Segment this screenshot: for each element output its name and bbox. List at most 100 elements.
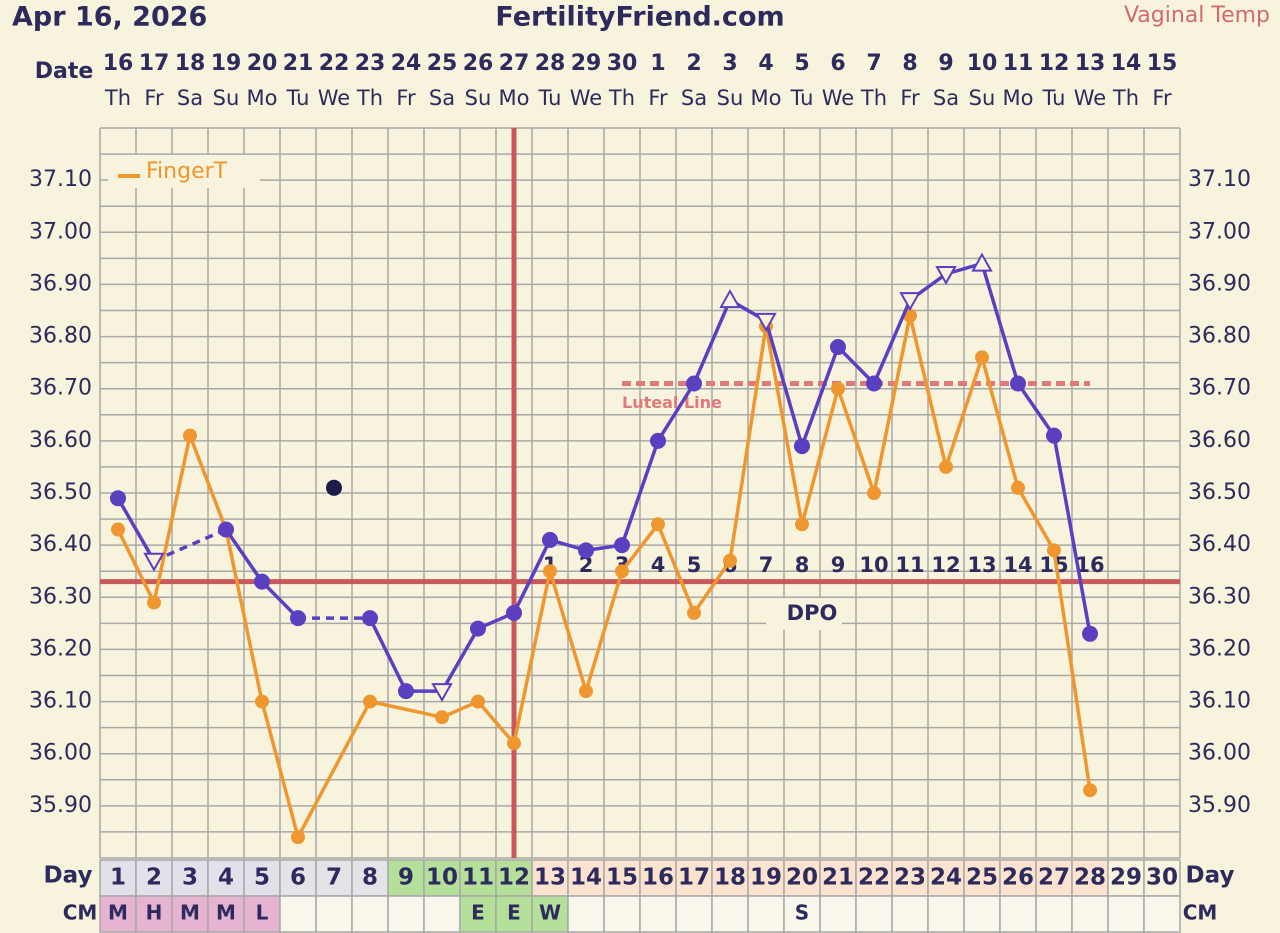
day-number: 12 bbox=[498, 865, 530, 891]
date-label: 22 bbox=[319, 51, 350, 76]
cm-cell bbox=[315, 895, 353, 933]
cm-value: E bbox=[471, 901, 485, 925]
chart-subtitle: Vaginal Temp bbox=[1124, 3, 1270, 28]
cm-cell bbox=[999, 895, 1037, 933]
series-segment bbox=[224, 528, 264, 583]
point bbox=[615, 564, 629, 579]
dpo-title: DPO bbox=[787, 601, 838, 625]
point bbox=[686, 375, 702, 392]
weekday-label: Th bbox=[356, 86, 383, 110]
day-number: 11 bbox=[462, 865, 494, 891]
day-cell bbox=[243, 859, 281, 897]
point bbox=[939, 459, 953, 474]
day-number: 7 bbox=[326, 865, 342, 891]
y-tick-label: 37.10 bbox=[29, 167, 92, 192]
point bbox=[830, 339, 846, 355]
weekday-label: We bbox=[318, 86, 350, 110]
series-segment bbox=[980, 356, 1020, 489]
point bbox=[1047, 543, 1061, 558]
cm-value: M bbox=[108, 901, 128, 925]
dpo-label: 10 bbox=[859, 553, 888, 577]
day-cell bbox=[495, 859, 533, 897]
y2-tick-label: 36.70 bbox=[1188, 376, 1251, 401]
day-cell bbox=[207, 859, 245, 897]
cm-value: H bbox=[146, 901, 163, 925]
cm-label: CM bbox=[63, 901, 98, 925]
day-number: 20 bbox=[786, 865, 818, 891]
series-segment bbox=[1052, 550, 1092, 791]
date-label: 30 bbox=[607, 51, 638, 76]
point bbox=[398, 683, 414, 700]
series-segment bbox=[116, 528, 156, 604]
point bbox=[614, 537, 630, 554]
day-number: 4 bbox=[218, 865, 234, 891]
y2-tick-label: 36.00 bbox=[1188, 741, 1251, 766]
date-label: 17 bbox=[139, 51, 170, 76]
point bbox=[579, 684, 593, 699]
date-label: 15 bbox=[1147, 51, 1178, 76]
weekday-label: Mo bbox=[247, 86, 278, 110]
point bbox=[723, 553, 737, 568]
y-tick-label: 36.00 bbox=[29, 741, 92, 766]
point bbox=[290, 610, 306, 627]
date-label: 5 bbox=[794, 51, 809, 76]
hollow-point bbox=[143, 552, 165, 572]
series-segment bbox=[836, 388, 876, 494]
weekday-label: Fr bbox=[144, 86, 164, 110]
weekday-label: Fr bbox=[1152, 86, 1172, 110]
cm-cell bbox=[351, 895, 389, 933]
point bbox=[1046, 427, 1062, 444]
day-cell bbox=[855, 859, 893, 897]
date-label: 7 bbox=[866, 51, 881, 76]
day-number: 2 bbox=[146, 865, 162, 891]
date-label: 8 bbox=[902, 51, 917, 76]
day-number: 5 bbox=[254, 865, 270, 891]
y-tick-label: 36.50 bbox=[29, 480, 92, 505]
weekday-label: Fr bbox=[900, 86, 920, 110]
weekday-label: We bbox=[570, 86, 602, 110]
legend-label: FingerT bbox=[146, 159, 228, 184]
series-segment bbox=[764, 320, 804, 447]
series-segment bbox=[944, 356, 984, 468]
point bbox=[831, 381, 845, 396]
date-label: 24 bbox=[391, 51, 422, 76]
day-number: 23 bbox=[894, 865, 926, 891]
point bbox=[1010, 375, 1026, 392]
cm-cell bbox=[675, 895, 713, 933]
day-number: 19 bbox=[750, 865, 782, 891]
day-number: 13 bbox=[534, 865, 566, 891]
date-label: 11 bbox=[1003, 51, 1034, 76]
chart-title: FertilityFriend.com bbox=[495, 2, 784, 33]
dpo-label: 5 bbox=[687, 553, 702, 577]
dpo-label: 11 bbox=[895, 553, 924, 577]
y-tick-label: 37.00 bbox=[29, 219, 92, 244]
series-segment bbox=[224, 529, 264, 702]
day-cell bbox=[927, 859, 965, 897]
date-label: 14 bbox=[1111, 51, 1142, 76]
dpo-label: 2 bbox=[579, 553, 594, 577]
day-cell bbox=[783, 859, 821, 897]
day-number: 25 bbox=[966, 865, 998, 891]
series-segment bbox=[368, 617, 408, 692]
hollow-point bbox=[899, 292, 921, 312]
date-label: 29 bbox=[571, 51, 602, 76]
y-tick-label: 36.70 bbox=[29, 376, 92, 401]
day-number: 18 bbox=[714, 865, 746, 891]
point bbox=[291, 830, 305, 845]
chart-date: Apr 16, 2026 bbox=[12, 2, 207, 33]
date-label: 2 bbox=[686, 51, 701, 76]
weekday-label: Fr bbox=[648, 86, 668, 110]
series-segment bbox=[369, 699, 443, 719]
day-number: 30 bbox=[1146, 865, 1178, 891]
y2-tick-label: 37.10 bbox=[1188, 167, 1251, 192]
point bbox=[506, 604, 522, 621]
y-tick-label: 36.90 bbox=[29, 271, 92, 296]
weekday-label: Th bbox=[860, 86, 887, 110]
weekday-label: We bbox=[822, 86, 854, 110]
cm-cell bbox=[531, 895, 569, 933]
point bbox=[218, 521, 234, 538]
weekday-label: Mo bbox=[1003, 86, 1034, 110]
series-segment bbox=[1052, 435, 1092, 635]
date-label: 13 bbox=[1075, 51, 1106, 76]
